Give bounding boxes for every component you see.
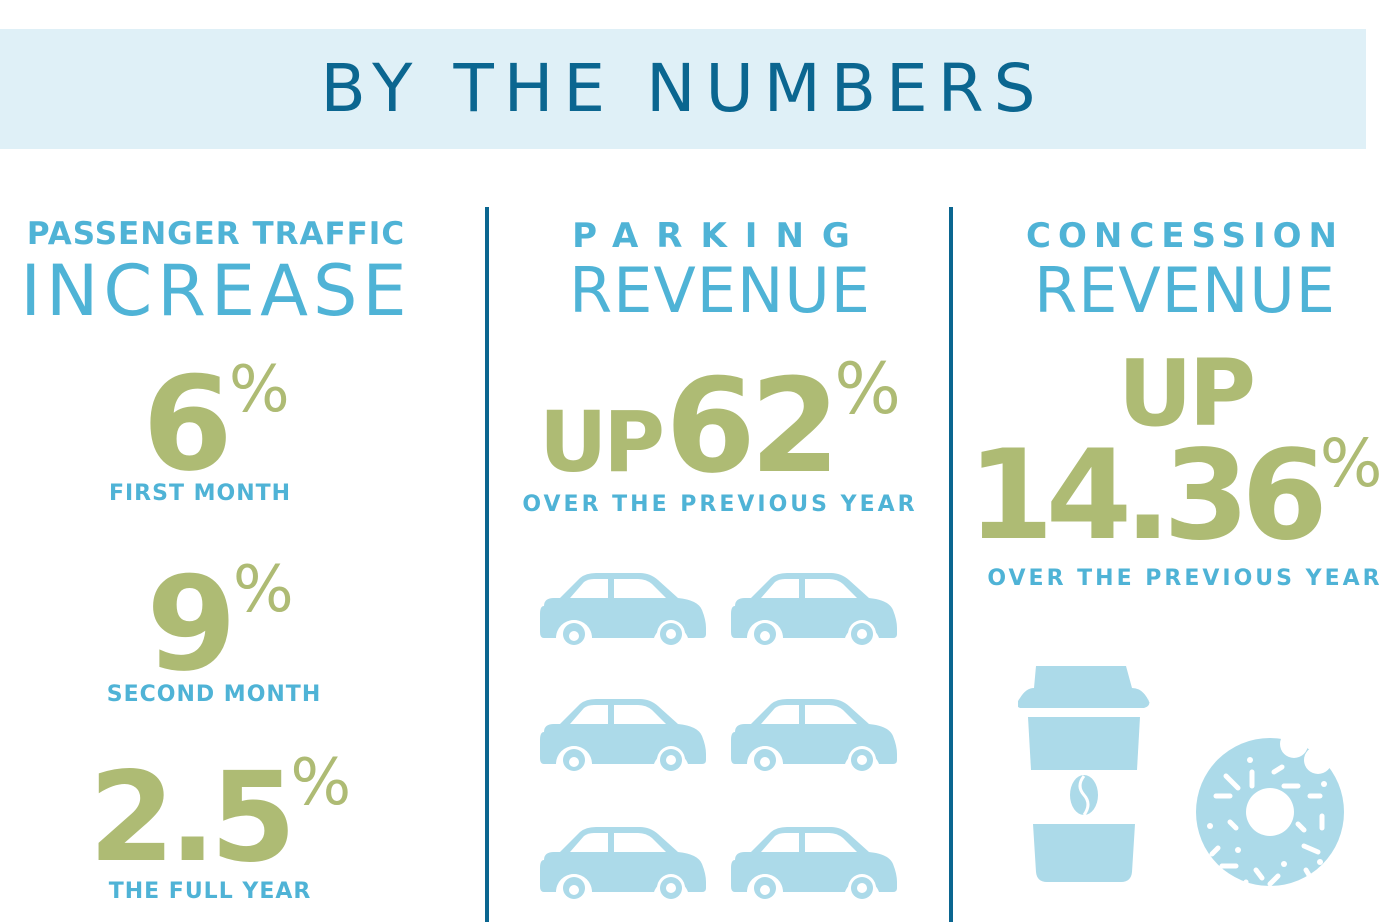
stat-prefix: UP [539,393,665,491]
car-icon [538,826,708,902]
stat-value: 9 [146,548,236,700]
stat-caption: SECOND MONTH [106,682,322,707]
stat-value: 14.36 [967,424,1328,568]
banner: BY THE NUMBERS [0,29,1366,149]
car-icon [538,698,708,774]
car-icon [729,572,899,648]
section-kicker: CONCESSION [1026,216,1344,256]
donut-icon [1194,736,1346,888]
percent-sign: % [290,746,352,820]
parking-stat: UP 62% [490,348,950,502]
car-icon [729,698,899,774]
column-divider [949,207,953,922]
stat-caption: THE FULL YEAR [108,879,312,904]
stat-second-month: 9% [0,548,440,700]
stat-caption: FIRST MONTH [108,481,292,506]
column-divider [485,207,489,922]
car-icon [538,572,708,648]
stat-first-month: 6% [0,348,432,500]
stat-full-year: 2.5% [0,746,440,890]
stat-caption: OVER THE PREVIOUS YEAR [987,566,1383,591]
concession-stat: 14.36% [955,424,1395,568]
section-heading: INCREASE [20,250,412,332]
stat-value: 62 [665,350,840,502]
section-kicker: PARKING [572,216,868,256]
stat-value: 6 [142,348,232,500]
percent-sign: % [834,348,901,430]
percent-sign: % [1319,425,1383,502]
percent-sign: % [232,553,294,627]
coffee-cup-icon [1018,664,1150,886]
stat-prefix: UP [1117,340,1256,447]
car-icon [729,826,899,902]
section-heading: REVENUE [1034,254,1336,327]
page-title: BY THE NUMBERS [320,50,1046,127]
stat-value: 2.5 [88,746,297,890]
stat-caption: OVER THE PREVIOUS YEAR [522,492,918,517]
percent-sign: % [228,353,290,427]
section-kicker: PASSENGER TRAFFIC [26,216,406,252]
section-heading: REVENUE [569,254,871,327]
